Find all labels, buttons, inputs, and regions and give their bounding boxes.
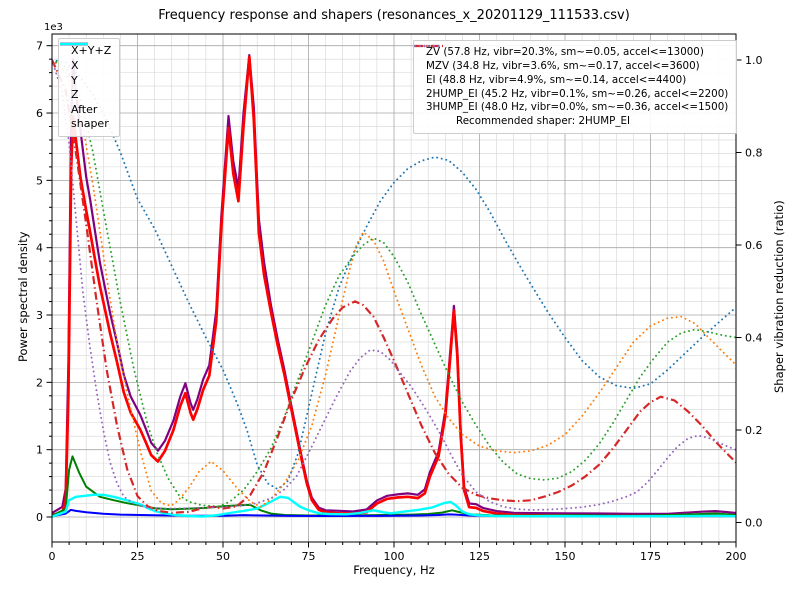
tick-labels: 0 25 50 75 100 125 150 175 200 0 1 2 3 4 5 6 7 0.0 0.2 0.4 0…: [36, 40, 763, 563]
x-tick-label: 75: [302, 550, 316, 563]
legend-item: Z: [60, 42, 111, 102]
x-tick-label: 175: [640, 550, 661, 563]
x-tick-label: 0: [49, 550, 56, 563]
legend-label: 2HUMP_EI (45.2 Hz, vibr=0.1%, sm~=0.26, …: [426, 87, 729, 100]
legend-footer: Recommended shaper: 2HUMP_EI: [420, 115, 728, 128]
y-left-axis-label: Power spectral density: [16, 231, 30, 362]
legend-psd: X+Y+Z X Y Z After shaper: [58, 38, 121, 137]
y-left-tick-label: 5: [36, 174, 43, 187]
chart-title: Frequency response and shapers (resonanc…: [158, 8, 630, 23]
y-right-tick-label: 0.4: [745, 332, 763, 345]
x-axis-label: Frequency, Hz: [353, 563, 435, 577]
legend-item: ZV (57.8 Hz, vibr=20.3%, sm~=0.05, accel…: [414, 44, 728, 59]
y-left-tick-label: 6: [36, 107, 43, 120]
series-mzv: [52, 59, 736, 508]
y-left-tick-label: 3: [36, 309, 43, 322]
legend-label: After shaper: [71, 103, 109, 130]
y-left-tick-label: 7: [36, 40, 43, 53]
y-right-tick-label: 0.6: [745, 239, 763, 252]
x-tick-label: 100: [384, 550, 405, 563]
legend-label: 3HUMP_EI (48.0 Hz, vibr=0.0%, sm~=0.36, …: [426, 101, 729, 114]
y-left-tick-label: 4: [36, 242, 43, 255]
legend-item: Y: [60, 42, 111, 88]
y-axis-offset-text: 1e3: [44, 22, 63, 33]
x-tick-label: 150: [555, 550, 576, 563]
series-ei: [52, 59, 736, 508]
y-right-tick-label: 0.0: [745, 517, 763, 530]
legend-item: 2HUMP_EI (45.2 Hz, vibr=0.1%, sm~=0.26, …: [415, 44, 729, 101]
y-right-axis-label: Shaper vibration reduction (ratio): [772, 200, 786, 393]
recommended-shaper-text: Recommended shaper: 2HUMP_EI: [456, 115, 631, 128]
legend-label: ZV (57.8 Hz, vibr=20.3%, sm~=0.05, accel…: [426, 46, 704, 58]
legend-item: EI (48.8 Hz, vibr=4.9%, sm~=0.14, accel<…: [414, 44, 728, 87]
series-2hump-ei: [52, 59, 736, 514]
y-left-tick-label: 2: [36, 376, 43, 389]
legend-label: EI (48.8 Hz, vibr=4.9%, sm~=0.14, accel<…: [426, 73, 687, 86]
legend-swatch-solid: [60, 42, 88, 46]
x-tick-label: 25: [131, 550, 145, 563]
x-tick-label: 50: [216, 550, 230, 563]
legend-label: X: [71, 58, 79, 72]
legend-item: 3HUMP_EI (48.0 Hz, vibr=0.0%, sm~=0.36, …: [414, 44, 729, 114]
y-left-tick-label: 0: [36, 511, 43, 524]
y-right-tick-label: 0.2: [745, 424, 763, 437]
legend-item: MZV (34.8 Hz, vibr=3.6%, sm~=0.17, accel…: [414, 44, 728, 73]
y-left-tick-label: 1: [36, 444, 43, 457]
series-curves: [52, 54, 736, 518]
x-tick-label: 200: [726, 550, 747, 563]
legend-label: X+Y+Z: [71, 44, 112, 57]
x-tick-label: 125: [469, 550, 490, 563]
legend-label: Y: [71, 73, 78, 87]
legend-shapers: ZV (57.8 Hz, vibr=20.3%, sm~=0.05, accel…: [413, 40, 738, 135]
legend-swatch-dotted: [414, 44, 444, 48]
y-right-tick-label: 1.0: [745, 54, 763, 67]
legend-label: Z: [71, 88, 79, 102]
legend-item: X: [60, 42, 111, 73]
series-x: [52, 55, 736, 518]
series-zv: [52, 59, 736, 491]
legend-item: After shaper: [60, 42, 111, 131]
y-right-tick-label: 0.8: [745, 147, 763, 160]
tick-marks: [46, 45, 742, 548]
legend-label: MZV (34.8 Hz, vibr=3.6%, sm~=0.17, accel…: [426, 59, 700, 72]
